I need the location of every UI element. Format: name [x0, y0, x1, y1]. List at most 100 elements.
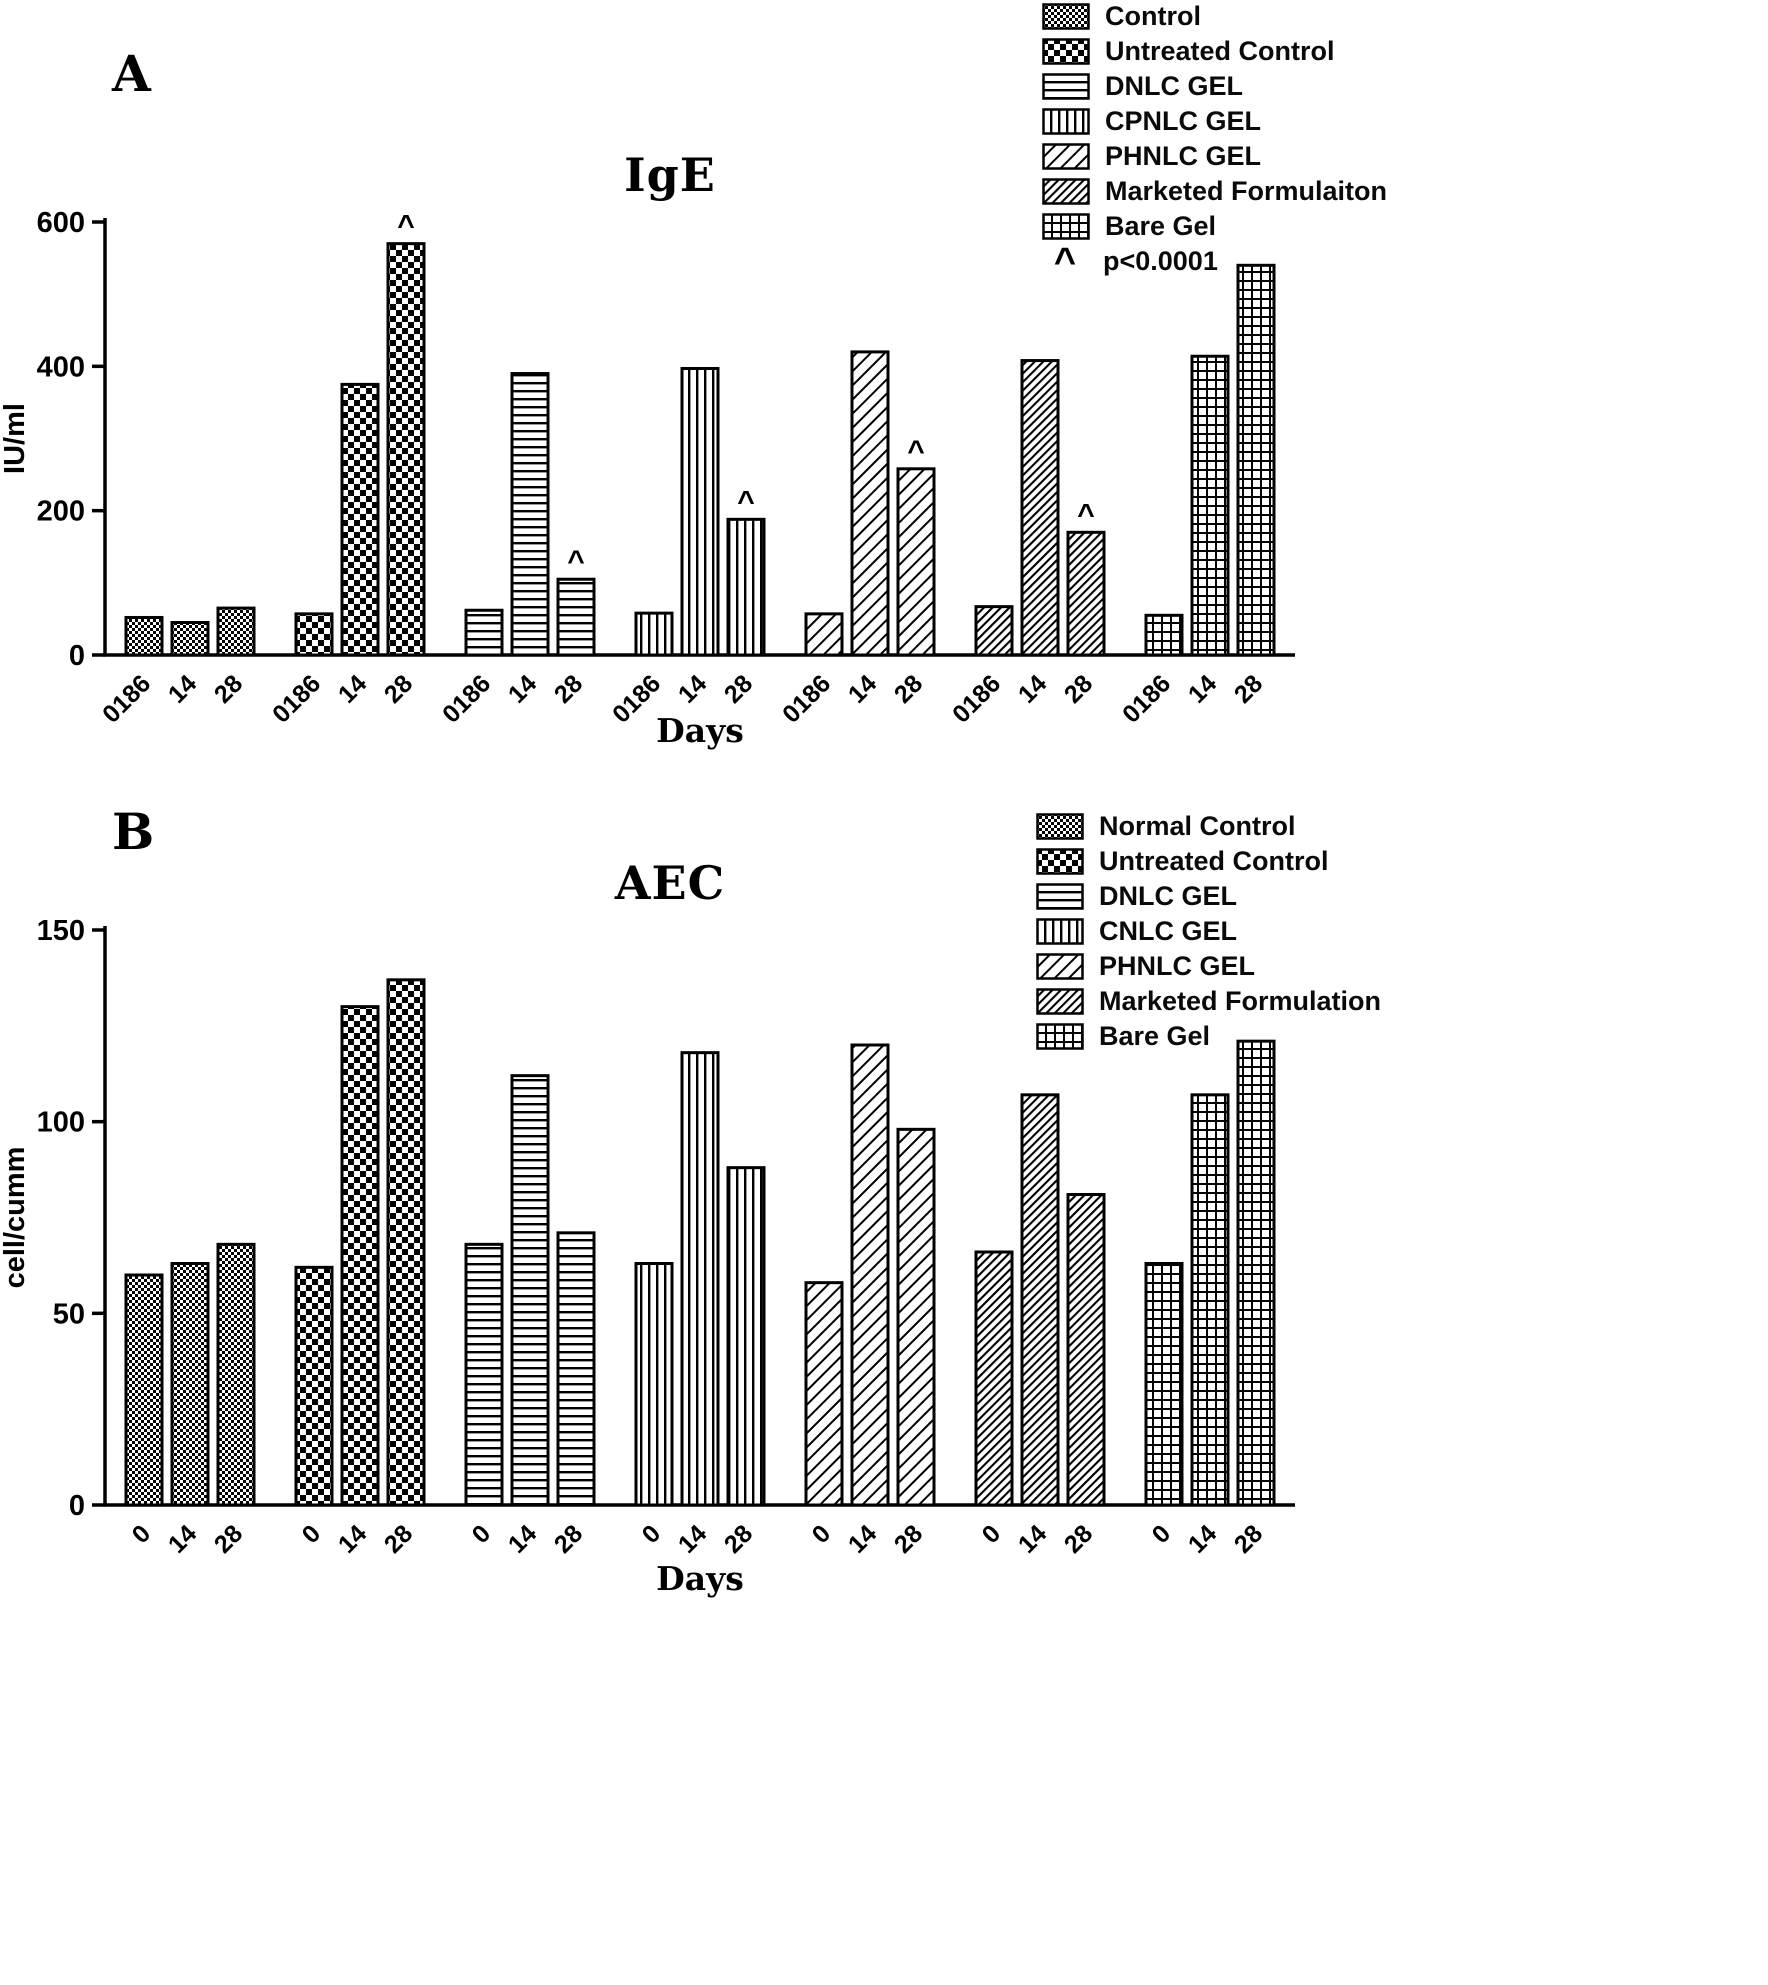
panel-b-label: B: [112, 802, 155, 861]
x-tick-label: 28: [549, 669, 589, 709]
legend-swatch-hlines-icon: [1036, 883, 1084, 910]
bar: [804, 612, 844, 657]
legend-swatch-hlines-icon: [1042, 73, 1090, 100]
y-tick-label: 0: [69, 640, 85, 672]
legend-item: Marketed Formulation: [1036, 986, 1381, 1016]
x-tick-label: 0186: [947, 669, 1006, 728]
y-tick-label: 50: [53, 1298, 85, 1330]
bar: [216, 606, 256, 657]
x-tick-label: 14: [1013, 1519, 1053, 1559]
legend-item: Bare Gel: [1042, 211, 1387, 241]
x-tick-label: 0: [467, 1519, 497, 1549]
bar: [1236, 1039, 1276, 1507]
y-tick-label: 200: [37, 496, 85, 528]
x-tick-label: 0186: [97, 669, 156, 728]
x-axis-title: Days: [656, 1559, 744, 1598]
x-tick-label: 28: [209, 669, 249, 709]
x-tick-label: 14: [333, 1519, 373, 1559]
legend-label: Untreated Control: [1105, 36, 1335, 66]
significance-text: p<0.0001: [1103, 246, 1218, 276]
bar: [386, 978, 426, 1507]
legend-label: Normal Control: [1099, 811, 1296, 841]
bar: [386, 242, 426, 657]
significance-caret: ^: [907, 435, 925, 468]
bar: [510, 1074, 550, 1507]
x-tick-label: 14: [163, 1519, 203, 1559]
legend-label: PHNLC GEL: [1099, 951, 1256, 981]
legend-label: DNLC GEL: [1099, 881, 1237, 911]
x-tick-label: 0186: [437, 669, 496, 728]
x-tick-label: 0186: [777, 669, 836, 728]
bar: [726, 1166, 766, 1507]
bar: [170, 1262, 210, 1507]
bar: [896, 1127, 936, 1507]
bar: [1144, 613, 1184, 657]
bar: [850, 350, 890, 657]
x-tick-label: 28: [889, 669, 929, 709]
legend-item: PHNLC GEL: [1042, 141, 1387, 171]
legend-label: Bare Gel: [1105, 211, 1217, 241]
legend-label: Bare Gel: [1099, 1021, 1211, 1051]
legend-swatch-diag-sparse-icon: [1042, 143, 1090, 170]
legend-item: Untreated Control: [1036, 846, 1381, 876]
bar: [896, 467, 936, 657]
y-axis-title: cell/cumm: [0, 1147, 31, 1289]
panel-a-label: A: [112, 44, 151, 103]
legend-swatch-fine-checker-icon: [1036, 813, 1084, 840]
legend-swatch-diag-dense-icon: [1042, 178, 1090, 205]
bar: [1066, 530, 1106, 657]
significance-caret: ^: [1077, 498, 1095, 531]
legend-swatch-fine-checker-icon: [1042, 3, 1090, 30]
bar: [124, 1273, 164, 1507]
y-tick-label: 600: [37, 207, 85, 239]
x-tick-label: 14: [503, 669, 543, 709]
x-tick-label: 28: [719, 669, 759, 709]
x-tick-label: 0: [637, 1519, 667, 1549]
x-tick-label: 0: [127, 1519, 157, 1549]
x-tick-label: 28: [379, 669, 419, 709]
bar: [124, 615, 164, 657]
bar: [1144, 1262, 1184, 1507]
x-tick-label: 28: [549, 1519, 589, 1559]
x-tick-label: 14: [1183, 669, 1223, 709]
legend-item: Control: [1042, 1, 1387, 31]
panel-b-title: AEC: [614, 856, 726, 910]
bar: [974, 605, 1014, 657]
legend-item: CNLC GEL: [1036, 916, 1381, 946]
x-tick-label: 0: [977, 1519, 1007, 1549]
legend-label: CNLC GEL: [1099, 916, 1237, 946]
legend-label: Marketed Formulaiton: [1105, 176, 1388, 206]
x-tick-label: 28: [1229, 1519, 1269, 1559]
significance-caret: ^: [737, 485, 755, 518]
legend-swatch-checker-icon: [1036, 848, 1084, 875]
x-tick-label: 14: [1183, 1519, 1223, 1559]
x-tick-label: 28: [889, 1519, 929, 1559]
bar: [464, 608, 504, 657]
legend-label: CPNLC GEL: [1105, 106, 1262, 136]
bar: [294, 1265, 334, 1507]
x-tick-label: 0: [807, 1519, 837, 1549]
legend-label: PHNLC GEL: [1105, 141, 1262, 171]
panel-b-legend: Normal Control Untreated Control DNLC GEL C…: [1036, 811, 1381, 1051]
legend-label: Untreated Control: [1099, 846, 1329, 876]
x-tick-label: 28: [209, 1519, 249, 1559]
x-tick-label: 14: [333, 669, 373, 709]
bar: [556, 577, 596, 657]
legend-swatch-diag-sparse-icon: [1036, 953, 1084, 980]
x-tick-label: 0: [1147, 1519, 1177, 1549]
x-tick-label: 0186: [267, 669, 326, 728]
bar: [1190, 354, 1230, 657]
x-tick-label: 28: [1059, 669, 1099, 709]
significance-caret: ^: [397, 210, 415, 243]
legend-swatch-vlines-icon: [1036, 918, 1084, 945]
legend-swatch-vlines-icon: [1042, 108, 1090, 135]
x-tick-label: 28: [719, 1519, 759, 1559]
x-tick-label: 14: [673, 669, 713, 709]
legend-label: DNLC GEL: [1105, 71, 1243, 101]
x-tick-label: 0: [297, 1519, 327, 1549]
bar: [1020, 359, 1060, 657]
bar: [1020, 1093, 1060, 1507]
significance-caret: ^: [567, 545, 585, 578]
legend-item: Untreated Control: [1042, 36, 1387, 66]
